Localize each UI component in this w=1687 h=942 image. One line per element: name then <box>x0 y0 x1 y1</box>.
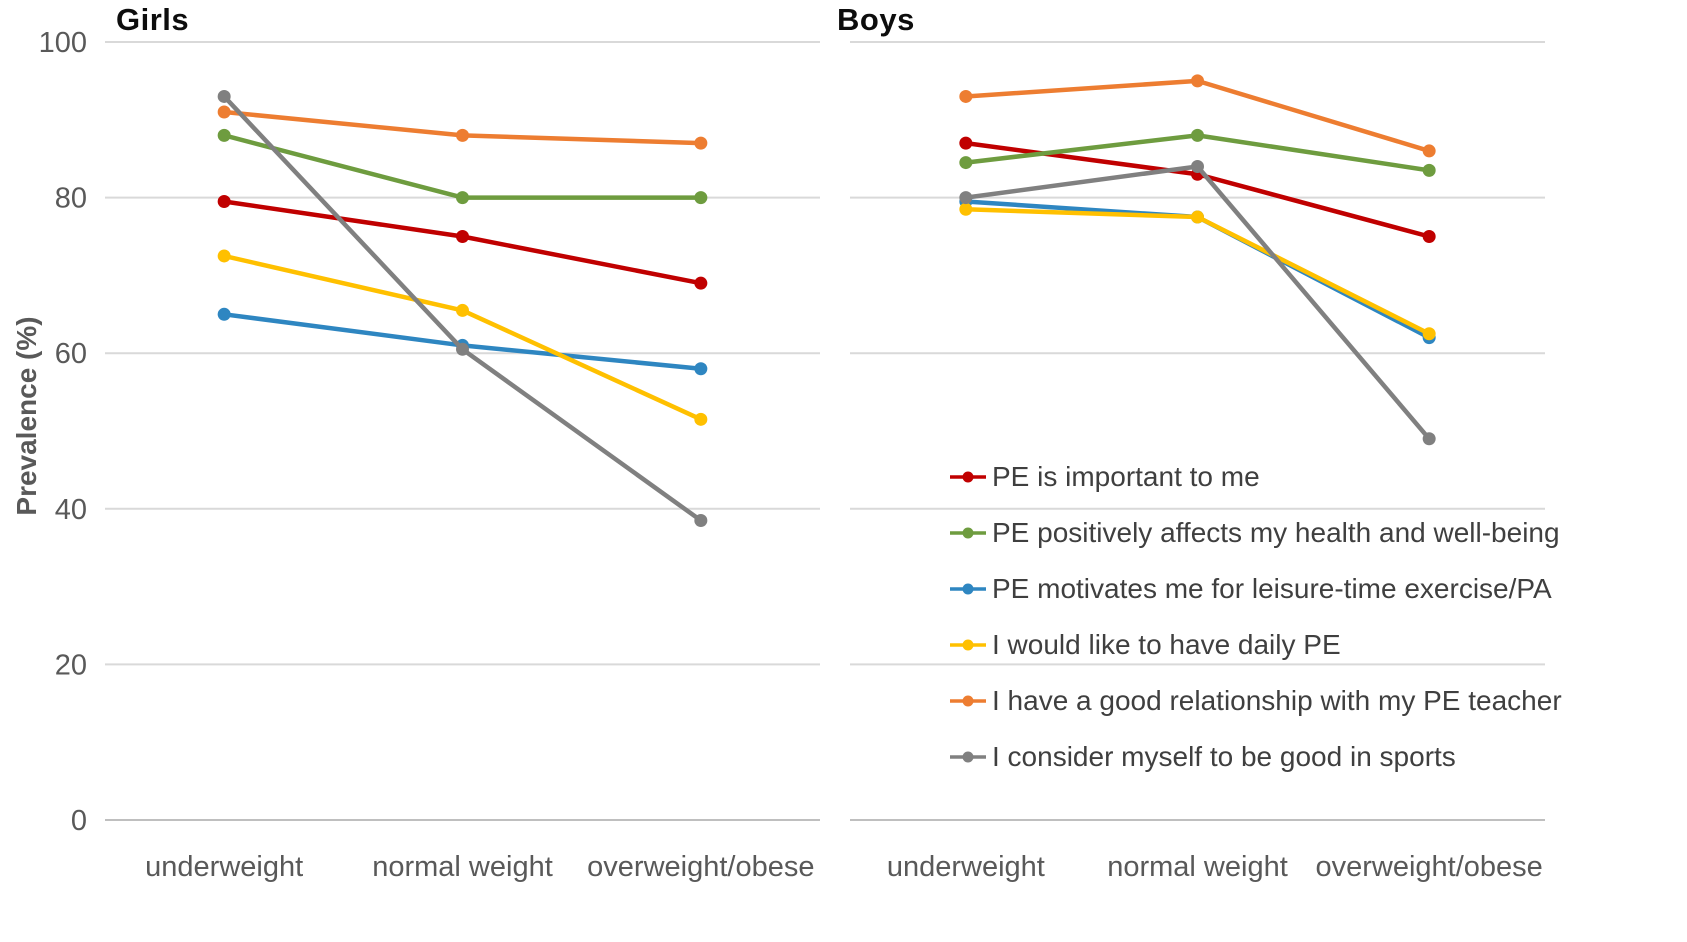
legend-marker-icon <box>950 583 986 595</box>
data-point-pe-health <box>1191 128 1204 142</box>
legend-marker-icon <box>950 639 986 651</box>
data-point-daily-pe <box>217 249 231 263</box>
data-point-good-in-sports <box>1422 432 1436 446</box>
y-tick-label: 80 <box>55 183 87 215</box>
data-point-good-in-sports <box>694 513 708 527</box>
x-category-label: overweight/obese <box>587 851 814 883</box>
legend-label: PE positively affects my health and well… <box>992 517 1560 548</box>
data-point-pe-teacher <box>217 105 231 119</box>
legend-item-pe-teacher: I have a good relationship with my PE te… <box>948 685 1562 716</box>
chart-legend: PE is important to me PE positively affec… <box>948 461 1562 772</box>
data-point-daily-pe <box>456 303 469 317</box>
data-point-good-in-sports <box>217 89 231 103</box>
legend-marker-icon <box>950 471 986 483</box>
data-point-good-in-sports <box>456 342 469 356</box>
legend-label: I would like to have daily PE <box>992 629 1341 660</box>
boys-line-chart: underweight normal weight overweight/obese <box>850 41 1545 883</box>
data-point-pe-important <box>959 136 973 150</box>
data-point-pe-important <box>694 276 708 290</box>
data-point-pe-motivates <box>217 307 231 321</box>
legend-label: PE motivates me for leisure-time exercis… <box>992 573 1552 604</box>
x-category-label: overweight/obese <box>1316 851 1543 883</box>
series-line-daily-pe <box>963 207 1432 336</box>
legend-marker-icon <box>950 751 986 763</box>
legend-label: I consider myself to be good in sports <box>992 741 1456 772</box>
y-tick-label: 20 <box>55 649 87 681</box>
legend-label: I have a good relationship with my PE te… <box>992 685 1562 716</box>
data-point-pe-health <box>217 128 231 142</box>
legend-item-pe-important: PE is important to me <box>948 461 1562 492</box>
data-point-pe-teacher <box>1422 144 1436 158</box>
data-point-pe-health <box>959 156 973 170</box>
legend-item-good-in-sports: I consider myself to be good in sports <box>948 741 1562 772</box>
x-category-label: underweight <box>887 851 1045 883</box>
data-point-pe-health <box>694 191 708 205</box>
x-category-label: underweight <box>145 851 303 883</box>
series-line-pe-health <box>221 133 704 200</box>
data-point-good-in-sports <box>959 191 973 205</box>
y-tick-label: 60 <box>55 338 87 370</box>
data-point-pe-motivates <box>694 362 708 376</box>
data-point-pe-teacher <box>694 136 708 150</box>
y-tick-label: 0 <box>71 805 87 837</box>
data-point-pe-important <box>217 194 231 208</box>
data-point-daily-pe <box>694 412 708 426</box>
panel-title-boys: Boys <box>837 2 915 37</box>
data-point-daily-pe <box>1422 327 1436 341</box>
data-point-daily-pe <box>959 202 973 216</box>
legend-item-daily-pe: I would like to have daily PE <box>948 629 1562 660</box>
legend-label: PE is important to me <box>992 461 1260 492</box>
data-point-pe-health <box>456 191 469 205</box>
data-point-pe-important <box>1422 230 1436 243</box>
legend-item-pe-motivates: PE motivates me for leisure-time exercis… <box>948 573 1562 604</box>
data-point-pe-teacher <box>1191 74 1204 88</box>
y-tick-label: 100 <box>39 27 87 59</box>
data-point-good-in-sports <box>1191 159 1204 173</box>
legend-marker-icon <box>950 527 986 539</box>
series-line-daily-pe <box>221 253 704 422</box>
legend-item-pe-health: PE positively affects my health and well… <box>948 517 1562 548</box>
legend-marker-icon <box>950 695 986 707</box>
data-point-pe-important <box>456 230 469 243</box>
data-point-pe-health <box>1422 163 1436 177</box>
data-point-daily-pe <box>1191 210 1204 224</box>
x-category-label: normal weight <box>1107 851 1288 883</box>
panel-title-girls: Girls <box>116 2 190 37</box>
x-category-label: normal weight <box>372 851 553 883</box>
data-point-pe-teacher <box>456 128 469 142</box>
data-point-pe-teacher <box>959 89 973 103</box>
girls-line-chart: 0 20 40 60 80 100 underweight normal weight over… <box>39 27 820 883</box>
y-tick-label: 40 <box>55 494 87 526</box>
